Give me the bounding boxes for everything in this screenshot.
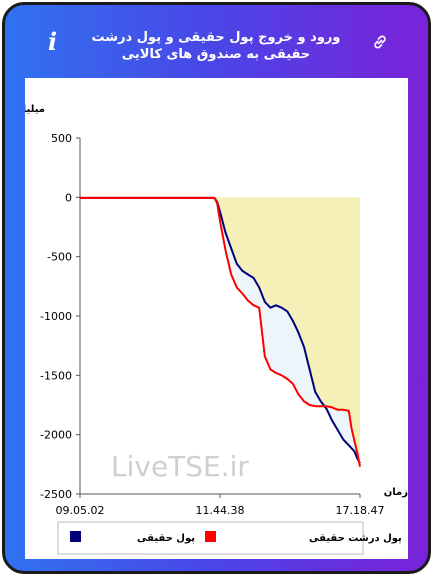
legend-swatch-real (70, 531, 81, 542)
line-chart: میلیارد تومان زمان 500 0 -500 -1000 -1500 -20… (5, 104, 408, 555)
legend: پول حقیقی پول درشت حقیقی (57, 521, 402, 555)
x-tick-label: 09.05.02 (56, 504, 105, 517)
y-tick-label: -2500 (40, 488, 72, 501)
y-axis-label: میلیارد تومان (25, 104, 45, 115)
y-tick-label: -500 (47, 251, 72, 264)
y-tick-label: 0 (65, 191, 72, 204)
legend-swatch-big-real (205, 531, 216, 542)
legend-label-real: پول حقیقی (137, 533, 195, 544)
chart-title: ورود و خروج پول حقیقی و پول درشت حقیقی ب… (91, 30, 341, 62)
series-line-real (80, 196, 361, 464)
x-tick-label: 17.18.47 (336, 504, 385, 517)
y-tick-label: -1000 (40, 310, 72, 323)
watermark: LiveTSE.ir (111, 450, 249, 483)
y-tick-label: 500 (51, 132, 72, 145)
area-fill (214, 197, 360, 464)
series-line-big-real (80, 196, 361, 467)
y-tick-labels: 500 0 -500 -1000 -1500 -2000 -2500 (40, 132, 80, 501)
y-tick-label: -2000 (40, 429, 72, 442)
info-icon[interactable]: i (48, 27, 58, 56)
link-icon[interactable] (371, 33, 389, 51)
x-axis-label: زمان (384, 487, 408, 498)
legend-label-big-real: پول درشت حقیقی (309, 533, 402, 544)
y-tick-label: -1500 (40, 369, 72, 382)
plot-area (79, 138, 361, 495)
x-tick-label: 11.44.38 (196, 504, 245, 517)
between-series-fill (214, 197, 360, 467)
card-header: i ورود و خروج پول حقیقی و پول درشت حقیقی… (5, 5, 428, 79)
chart-panel: میلیارد تومان زمان 500 0 -500 -1000 -1500 -20… (5, 78, 408, 559)
x-tick-labels: 09.05.02 11.44.38 17.18.47 (56, 494, 385, 517)
